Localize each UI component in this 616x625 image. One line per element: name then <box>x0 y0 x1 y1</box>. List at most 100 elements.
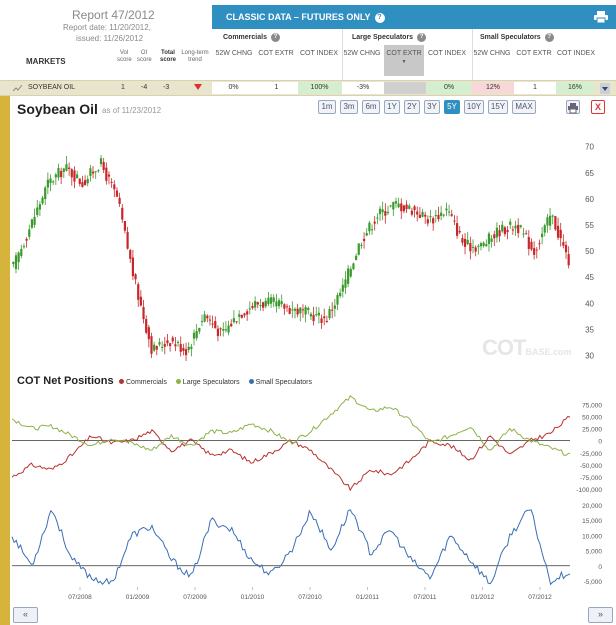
candle-body <box>227 325 230 333</box>
candle-body <box>285 306 289 308</box>
period-button-15y[interactable]: 15Y <box>488 100 508 114</box>
comm-52w-chng-header[interactable]: 52W CHNG <box>215 50 253 57</box>
help-icon[interactable]: ? <box>270 33 280 42</box>
candle-body <box>137 284 140 300</box>
scroll-down-icon[interactable] <box>600 83 610 94</box>
candle-body <box>333 305 336 309</box>
scroll-left-button[interactable]: « <box>13 607 38 623</box>
help-icon[interactable]: ? <box>544 33 554 42</box>
candle-body <box>293 308 297 311</box>
candle-body <box>20 248 23 256</box>
x-tick-label: 01/2012 <box>471 594 495 601</box>
large-52w-chng-header[interactable]: 52W CHNG <box>343 50 381 57</box>
small-52w-chng-header[interactable]: 52W CHNG <box>473 50 511 57</box>
legend-commercials[interactable]: Commercials <box>119 379 167 386</box>
small-cot-index-header[interactable]: COT INDEX <box>557 50 595 57</box>
cot-bottom-y-tick: 20,000 <box>582 503 602 510</box>
printer-icon[interactable] <box>594 11 608 23</box>
help-icon[interactable]: ? <box>417 33 427 42</box>
candle-body <box>376 217 379 219</box>
small-cot-extr-header[interactable]: COT EXTR <box>516 50 552 57</box>
cot-chart-title: COT Net Positions <box>17 375 114 387</box>
total-score: -3 <box>163 84 170 91</box>
legend-small-speculators[interactable]: Small Speculators <box>248 379 312 386</box>
candle-body <box>206 315 209 319</box>
legend-large-speculators[interactable]: Large Speculators <box>175 379 240 386</box>
period-button-1m[interactable]: 1m <box>318 100 336 114</box>
market-name[interactable]: SOYBEAN OIL <box>28 84 76 91</box>
candle-body <box>373 221 376 224</box>
period-button-2y[interactable]: 2Y <box>404 100 420 114</box>
candle-body <box>320 318 323 324</box>
candle-body <box>325 320 328 322</box>
candle-body <box>402 205 406 212</box>
candle-body <box>477 245 480 247</box>
market-row-soybean-oil[interactable]: SOYBEAN OIL 1 -4 -3 0% 1 100% -3% 0% 12%… <box>0 80 616 96</box>
long-term-trend-header[interactable]: Long-term trend <box>181 50 209 63</box>
period-button-3m[interactable]: 3m <box>340 100 358 114</box>
period-button-1y[interactable]: 1Y <box>384 100 400 114</box>
panel-accent-bar <box>0 96 10 625</box>
candle-body <box>36 207 39 215</box>
period-button-5y[interactable]: 5Y <box>444 100 460 114</box>
cot-top-y-tick: 75,000 <box>582 402 602 409</box>
candle-body <box>38 204 41 210</box>
vol-score-header[interactable]: Vol score <box>117 50 132 63</box>
candle-body <box>169 343 172 347</box>
series-large-speculators <box>11 395 571 456</box>
print-chart-button[interactable] <box>566 100 580 114</box>
candle-body <box>434 215 437 217</box>
candle-body <box>421 211 424 217</box>
vol-score: 1 <box>121 84 125 91</box>
scroll-right-button[interactable]: » <box>588 607 613 623</box>
candle-body <box>455 223 459 236</box>
oi-score-header[interactable]: OI score <box>137 50 152 63</box>
candle-body <box>466 239 469 245</box>
candle-body <box>426 219 429 224</box>
candle-body <box>107 174 111 177</box>
candle-body <box>381 209 384 213</box>
candle-body <box>139 296 142 306</box>
candle-body <box>171 337 174 342</box>
total-score-header[interactable]: Total score <box>159 50 176 63</box>
period-button-6m[interactable]: 6m <box>362 100 380 114</box>
candle-body <box>41 197 44 204</box>
candle-body <box>145 318 148 333</box>
candle-body <box>535 249 538 251</box>
series-commercials <box>11 415 571 492</box>
divider <box>472 29 473 80</box>
period-button-max[interactable]: MAX <box>512 100 536 114</box>
candle-body <box>485 244 488 247</box>
candle-body <box>344 279 347 288</box>
candle-body <box>487 233 491 245</box>
large-cot-extr-header[interactable]: COT EXTR ▼ <box>384 45 424 76</box>
comm-cot-extr-header[interactable]: COT EXTR <box>258 50 294 57</box>
cot-top-y-tick: -100,000 <box>576 487 602 494</box>
candle-body <box>155 346 158 350</box>
candle-body <box>65 164 68 171</box>
candle-body <box>243 313 246 316</box>
candle-body <box>246 311 249 315</box>
price-chart: 30 35 40 45 50 55 60 65 70 <box>12 143 595 361</box>
report-info: Report 47/2012 Report date: 11/20/2012, … <box>0 0 212 80</box>
large-cot-index-header[interactable]: COT INDEX <box>428 50 466 57</box>
candle-body <box>328 309 331 319</box>
candle-body <box>291 309 294 311</box>
candle-body <box>102 162 105 170</box>
candle-body <box>166 340 169 344</box>
markets-label: MARKETS <box>26 57 66 66</box>
cot-chart: 75,000 50,000 25,000 0 -25,000 -50,000 -75,000… <box>11 395 602 601</box>
cot-legend: Commercials Large Speculators Small Spec… <box>119 379 319 386</box>
comm-cot-index-header[interactable]: COT INDEX <box>300 50 338 57</box>
period-button-3y[interactable]: 3Y <box>424 100 440 114</box>
candle-body <box>362 238 366 242</box>
series-small-speculators <box>11 509 571 586</box>
cot-bottom-y-tick: 10,000 <box>582 533 602 540</box>
candle-body <box>522 233 525 235</box>
candle-body <box>275 301 278 307</box>
help-icon[interactable]: ? <box>374 13 385 23</box>
period-button-10y[interactable]: 10Y <box>464 100 484 114</box>
chart-toggle-icon[interactable] <box>13 85 22 92</box>
close-chart-button[interactable]: X <box>591 100 605 114</box>
report-date: Report date: 11/20/2012, <box>63 23 151 32</box>
